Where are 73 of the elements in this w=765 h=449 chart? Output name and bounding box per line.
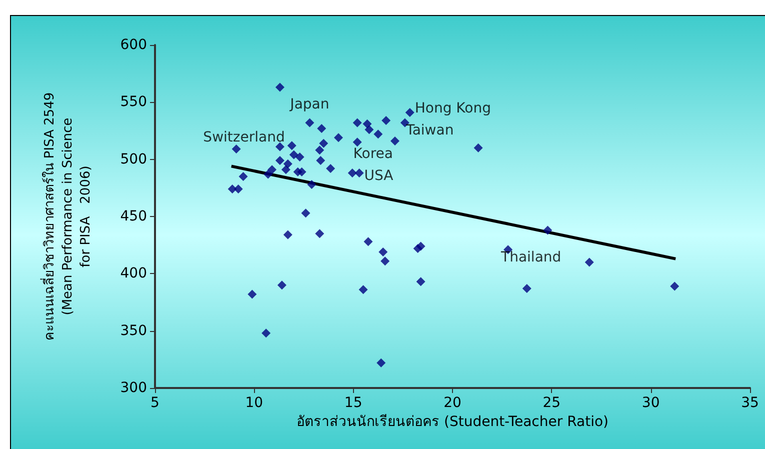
- annotation: USA: [364, 168, 394, 184]
- y-tick-label: 350: [120, 322, 147, 339]
- point: [297, 167, 306, 176]
- annotation: Korea: [353, 146, 393, 162]
- point: [382, 116, 391, 125]
- point: [522, 284, 532, 294]
- point: [301, 208, 310, 218]
- point: [354, 168, 364, 178]
- annotation: Taiwan: [405, 122, 454, 139]
- y-tick-label: 400: [120, 266, 147, 282]
- point: [264, 170, 273, 179]
- y-tick-label: 450: [120, 208, 147, 224]
- point: [584, 258, 594, 267]
- point: [378, 247, 388, 256]
- point: [315, 146, 324, 155]
- point: [262, 328, 271, 338]
- annotation: Thailand: [500, 250, 562, 266]
- point: [374, 130, 383, 139]
- point: [352, 118, 362, 128]
- point: [390, 136, 400, 146]
- point: [295, 152, 304, 162]
- point: [317, 124, 326, 133]
- point: [275, 142, 284, 152]
- point: [289, 150, 298, 160]
- point: [474, 143, 483, 152]
- point: [232, 144, 241, 154]
- annotation: Hong Kong: [414, 100, 491, 116]
- point: [334, 133, 343, 142]
- point: [362, 119, 372, 128]
- point: [352, 138, 362, 147]
- point: [248, 290, 257, 299]
- point: [277, 280, 286, 290]
- point: [364, 125, 374, 134]
- point: [281, 165, 290, 174]
- point: [416, 277, 426, 286]
- point: [307, 180, 316, 189]
- x-tick-label: 5: [150, 395, 160, 411]
- point: [238, 172, 248, 181]
- annotation: Switzerland: [203, 130, 285, 146]
- x-tick-label: 10: [245, 395, 264, 411]
- x-tick-label: 15: [344, 395, 362, 411]
- point: [358, 285, 368, 294]
- point: [543, 226, 552, 235]
- point: [380, 256, 390, 266]
- point: [316, 156, 326, 165]
- point: [376, 358, 386, 368]
- x-tick-label: 35: [741, 395, 759, 411]
- annotation: Japan: [289, 96, 330, 113]
- point: [275, 82, 284, 92]
- y-tick-label: 500: [120, 151, 147, 168]
- point: [234, 184, 243, 194]
- y-tick-label: 300: [120, 380, 147, 396]
- x-tick-label: 30: [642, 395, 660, 411]
- point: [283, 230, 292, 240]
- y-tick-label: 600: [120, 37, 147, 53]
- point: [305, 118, 314, 128]
- point: [670, 282, 680, 291]
- y-axis-title: คะแนนเฉลี่ยวิชาวิทยาศาสตร์ใน PISA 2549 (Mean Performance in Science for PISA 2006): [40, 92, 94, 341]
- point: [348, 168, 357, 178]
- point: [287, 141, 296, 150]
- point: [416, 242, 426, 251]
- x-tick-label: 20: [444, 395, 462, 411]
- point: [283, 159, 292, 168]
- x-axis-title: อัตราส่วนนักเรียนต่อคร (Student-Teacher Ratio): [296, 414, 608, 430]
- point: [268, 165, 277, 174]
- point: [405, 108, 414, 117]
- point: [275, 156, 284, 165]
- point: [315, 229, 324, 238]
- y-tick-label: 550: [120, 94, 147, 110]
- point: [319, 138, 328, 148]
- x-tick-label: 25: [542, 395, 561, 411]
- point: [364, 237, 373, 246]
- point: [326, 164, 336, 173]
